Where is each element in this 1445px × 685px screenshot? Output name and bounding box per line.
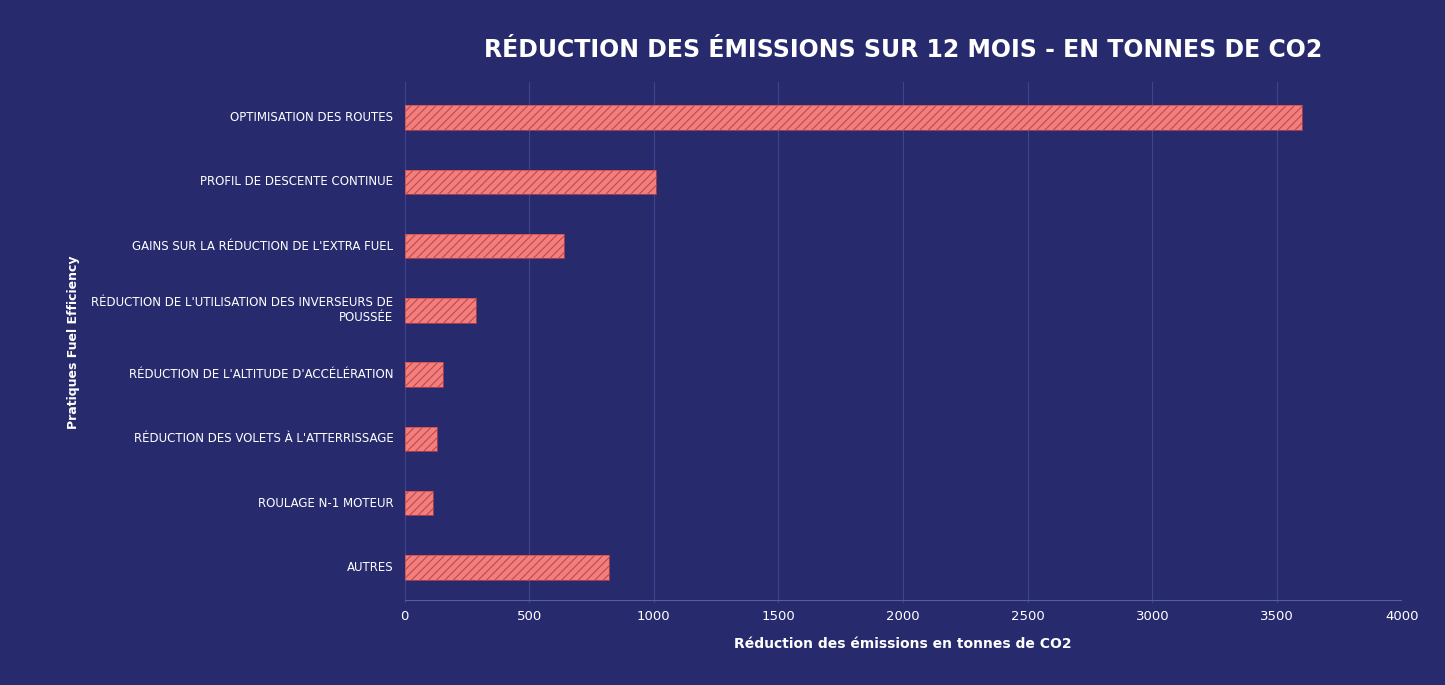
Bar xyxy=(405,556,608,580)
Bar xyxy=(405,105,1302,129)
Bar xyxy=(405,234,564,258)
Bar xyxy=(405,298,475,323)
Bar xyxy=(405,556,608,580)
Bar xyxy=(405,362,444,387)
Bar xyxy=(405,170,656,194)
Y-axis label: Pratiques Fuel Efficiency: Pratiques Fuel Efficiency xyxy=(68,256,81,429)
Bar xyxy=(405,170,656,194)
Bar xyxy=(405,427,436,451)
Bar xyxy=(405,491,433,515)
Bar xyxy=(405,427,436,451)
Bar xyxy=(405,234,564,258)
X-axis label: Réduction des émissions en tonnes de CO2: Réduction des émissions en tonnes de CO2 xyxy=(734,636,1072,651)
Bar xyxy=(405,298,475,323)
Bar xyxy=(405,362,444,387)
Bar xyxy=(405,105,1302,129)
Title: RÉDUCTION DES ÉMISSIONS SUR 12 MOIS - EN TONNES DE CO2: RÉDUCTION DES ÉMISSIONS SUR 12 MOIS - EN… xyxy=(484,38,1322,62)
Bar xyxy=(405,491,433,515)
